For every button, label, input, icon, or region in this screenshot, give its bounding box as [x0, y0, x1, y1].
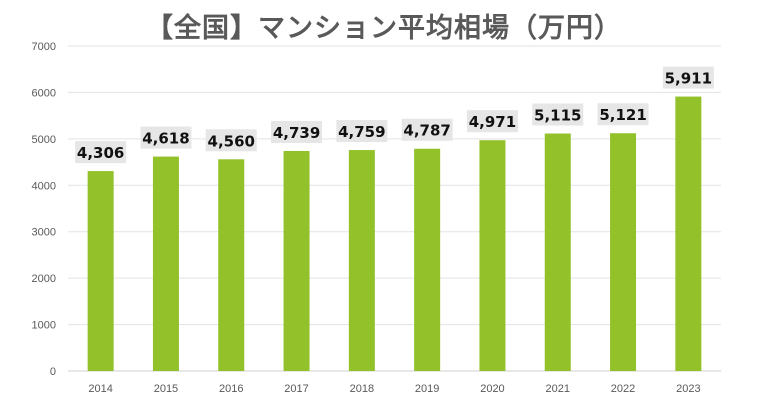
bar [283, 150, 310, 371]
bar [479, 140, 506, 371]
chart-title: 【全国】マンション平均相場（万円） [146, 13, 622, 44]
data-label: 4,787 [403, 122, 450, 140]
x-tick-label: 2014 [88, 383, 112, 395]
data-label-background [205, 129, 257, 152]
data-label-background [271, 120, 323, 143]
data-label: 5,911 [665, 70, 712, 88]
y-tick-label: 3000 [32, 227, 56, 239]
y-tick-label: 4000 [32, 180, 56, 192]
data-label-background [75, 141, 127, 164]
x-tick-label: 2023 [676, 383, 700, 395]
data-label-background [401, 118, 453, 141]
bar [544, 133, 571, 371]
y-tick-label: 0 [50, 366, 56, 378]
data-label: 4,306 [77, 144, 124, 162]
bar [152, 156, 179, 371]
x-tick-label: 2020 [480, 383, 504, 395]
x-tick-label: 2017 [284, 383, 308, 395]
data-label: 4,759 [338, 123, 385, 141]
y-tick-label: 7000 [32, 41, 56, 53]
data-label-background [140, 126, 192, 149]
bar [675, 96, 702, 371]
y-tick-label: 2000 [32, 273, 56, 285]
x-tick-label: 2018 [350, 383, 374, 395]
y-tick-label: 6000 [32, 87, 56, 99]
bar [348, 150, 375, 371]
x-tick-label: 2016 [219, 383, 243, 395]
bar [218, 159, 245, 371]
data-label-background [597, 103, 649, 126]
data-label-background [662, 66, 714, 89]
data-label: 4,560 [208, 132, 255, 150]
data-label-background [532, 103, 584, 126]
bar [610, 133, 637, 371]
x-tick-label: 2015 [154, 383, 178, 395]
y-tick-label: 5000 [32, 134, 56, 146]
bar [414, 148, 441, 371]
bar [87, 171, 114, 371]
data-label: 4,971 [469, 113, 516, 131]
data-label: 4,739 [273, 124, 320, 142]
x-tick-label: 2019 [415, 383, 439, 395]
y-tick-label: 1000 [32, 320, 56, 332]
x-tick-label: 2022 [611, 383, 635, 395]
x-tick-label: 2021 [546, 383, 570, 395]
data-label: 4,618 [142, 130, 189, 148]
data-label-background [466, 110, 518, 133]
data-label: 5,115 [534, 107, 581, 125]
data-label: 5,121 [599, 106, 646, 124]
data-label-background [336, 120, 388, 143]
